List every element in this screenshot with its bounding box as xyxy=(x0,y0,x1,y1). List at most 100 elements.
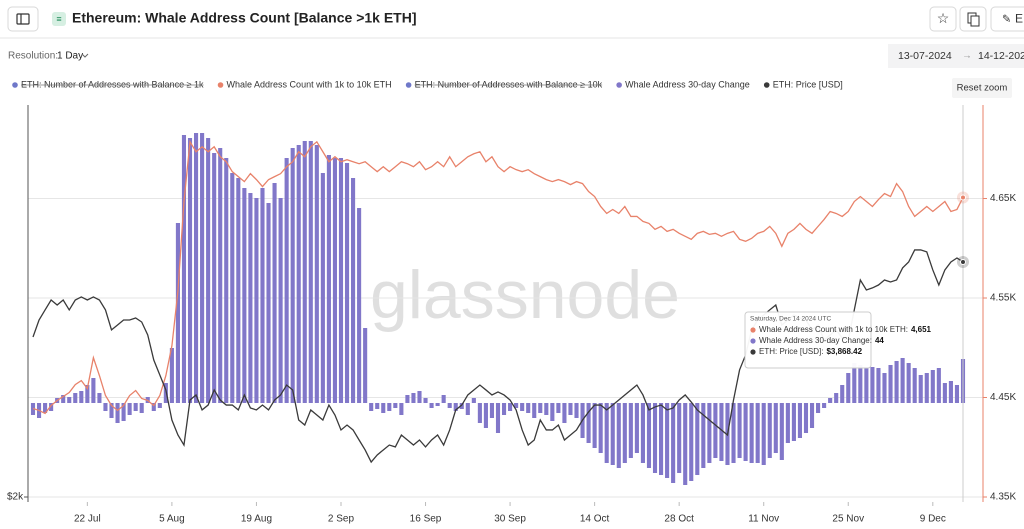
bar xyxy=(103,403,108,411)
x-tick-label: 22 Jul xyxy=(74,514,101,525)
tooltip: Saturday, Dec 14 2024 UTC Whale Address … xyxy=(744,311,932,369)
bar xyxy=(828,398,833,403)
bar xyxy=(568,403,573,415)
edit-icon: ✎ xyxy=(1002,13,1011,25)
bar xyxy=(242,188,247,403)
bar xyxy=(888,365,893,403)
legend-label[interactable]: Whale Address Count with 1k to 10k ETH xyxy=(227,79,392,89)
bar xyxy=(43,403,48,413)
bar xyxy=(508,403,513,411)
bar xyxy=(809,403,815,428)
copy-icon-front xyxy=(970,15,980,27)
bar xyxy=(918,375,923,403)
tooltip-date: Saturday, Dec 14 2024 UTC xyxy=(750,316,831,323)
bar xyxy=(785,403,790,443)
bar xyxy=(441,395,446,403)
bar xyxy=(393,403,398,408)
x-tick-label: 5 Aug xyxy=(159,514,185,525)
bar xyxy=(278,198,283,403)
bar xyxy=(538,403,543,413)
tooltip-label: Whale Address 30-day Change: xyxy=(759,336,872,345)
bar xyxy=(218,148,223,403)
bar xyxy=(737,403,742,458)
bar xyxy=(532,403,537,418)
bar xyxy=(477,403,482,423)
bar xyxy=(169,348,174,403)
bar xyxy=(429,403,434,408)
bar xyxy=(381,403,386,413)
bar xyxy=(193,133,199,403)
bar xyxy=(61,395,66,403)
bar xyxy=(924,373,929,403)
favorite-button[interactable] xyxy=(929,6,957,32)
bar xyxy=(85,385,90,403)
date-range[interactable] xyxy=(888,44,1024,68)
legend-label[interactable]: ETH: Number of Addresses with Balance ≥ … xyxy=(415,79,603,89)
resolution-label: Resolution: xyxy=(8,51,58,62)
metric-icon-glyph: ≡ xyxy=(56,14,61,24)
edit-label: E xyxy=(1015,12,1023,26)
bar xyxy=(912,368,917,403)
bar xyxy=(115,403,120,423)
x-tick-label: 11 Nov xyxy=(748,514,779,525)
bar xyxy=(773,403,778,453)
plot: 4.35K 4.45K 4.55K 4.65K $2k 22 Jul 5 Aug 19 Aug… xyxy=(7,105,1016,525)
resolution-value[interactable]: 1 Day xyxy=(57,51,83,62)
legend-label[interactable]: ETH: Number of Addresses with Balance ≥ … xyxy=(21,79,204,89)
bar xyxy=(357,208,362,403)
reset-zoom-button[interactable] xyxy=(952,78,1012,98)
bar xyxy=(369,403,374,411)
tooltip-marker xyxy=(750,349,756,355)
bar xyxy=(320,173,325,403)
bar xyxy=(610,403,615,465)
bar xyxy=(109,403,114,418)
watermark: glassnode xyxy=(370,257,680,333)
x-tick-label: 14 Oct xyxy=(580,514,610,525)
legend-label[interactable]: Whale Address 30-day Change xyxy=(625,79,750,89)
bar xyxy=(459,403,464,409)
legend-label[interactable]: ETH: Price [USD] xyxy=(773,79,843,89)
bar xyxy=(936,368,941,403)
bar xyxy=(127,403,132,415)
bar xyxy=(598,403,603,453)
x-tick-label: 28 Oct xyxy=(664,514,694,525)
date-arrow: → xyxy=(962,51,972,62)
x-tick-label: 19 Aug xyxy=(241,514,272,525)
bar xyxy=(417,391,422,403)
bar xyxy=(157,403,162,408)
date-from[interactable]: 13-07-2024 xyxy=(898,50,952,62)
bar xyxy=(834,393,839,403)
bar xyxy=(79,391,84,403)
date-to[interactable]: 14-12-2024 xyxy=(978,50,1024,62)
bar xyxy=(574,403,579,418)
bar xyxy=(556,403,561,413)
bar xyxy=(526,403,531,413)
y2-tick-label: 4.35K xyxy=(990,492,1016,503)
bar xyxy=(894,361,899,403)
sidebar-button[interactable] xyxy=(7,6,39,32)
bar xyxy=(689,403,694,481)
bar xyxy=(906,363,911,403)
bar xyxy=(302,141,307,403)
bar xyxy=(73,393,78,403)
x-tick-label: 16 Sep xyxy=(410,514,442,525)
edit-button[interactable] xyxy=(990,6,1024,32)
bar xyxy=(399,403,404,415)
bar xyxy=(816,403,821,413)
bar xyxy=(749,403,754,463)
bar xyxy=(200,133,205,403)
bar xyxy=(683,403,688,485)
bar xyxy=(852,363,857,403)
bar xyxy=(622,403,627,463)
bar xyxy=(864,368,869,403)
bar xyxy=(562,403,567,423)
y-tick-label: $2k xyxy=(7,492,24,503)
bar xyxy=(846,373,851,403)
bar xyxy=(49,403,54,411)
y2-tick-label: 4.45K xyxy=(990,392,1016,403)
bar xyxy=(181,135,187,403)
bar xyxy=(260,188,265,403)
legend-marker xyxy=(616,82,622,88)
bar xyxy=(139,403,144,413)
bar xyxy=(628,403,633,458)
